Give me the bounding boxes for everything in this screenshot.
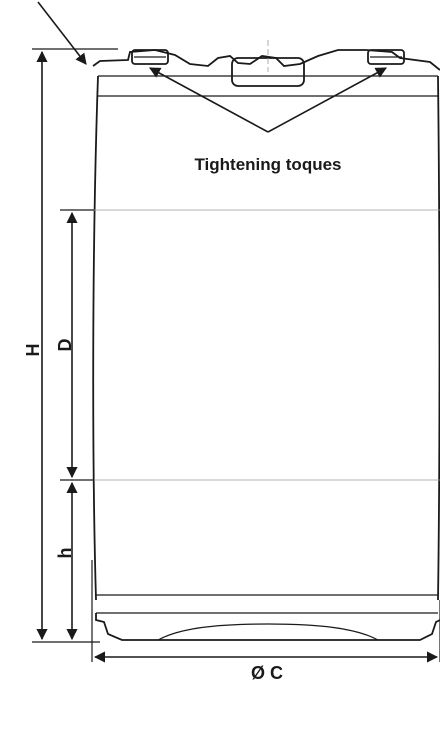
diameter-dimension: Ø C bbox=[93, 651, 439, 683]
right-bung bbox=[367, 49, 405, 65]
middle-section-dimension: D bbox=[55, 211, 78, 479]
lower-section-dimension: h bbox=[55, 481, 78, 641]
diameter-label: Ø C bbox=[251, 663, 283, 683]
middle-section-label: D bbox=[55, 339, 75, 352]
drum-body bbox=[92, 40, 440, 641]
height-label: H bbox=[23, 344, 43, 357]
lower-section-label: h bbox=[55, 548, 75, 559]
callout-label: Tightening toques bbox=[194, 155, 341, 174]
height-dimension: H bbox=[23, 50, 48, 641]
extension-lines bbox=[32, 48, 440, 662]
tightening-callout: Tightening toques bbox=[149, 67, 387, 174]
left-bung bbox=[131, 49, 169, 65]
rim-leader-arrow bbox=[37, 1, 87, 65]
